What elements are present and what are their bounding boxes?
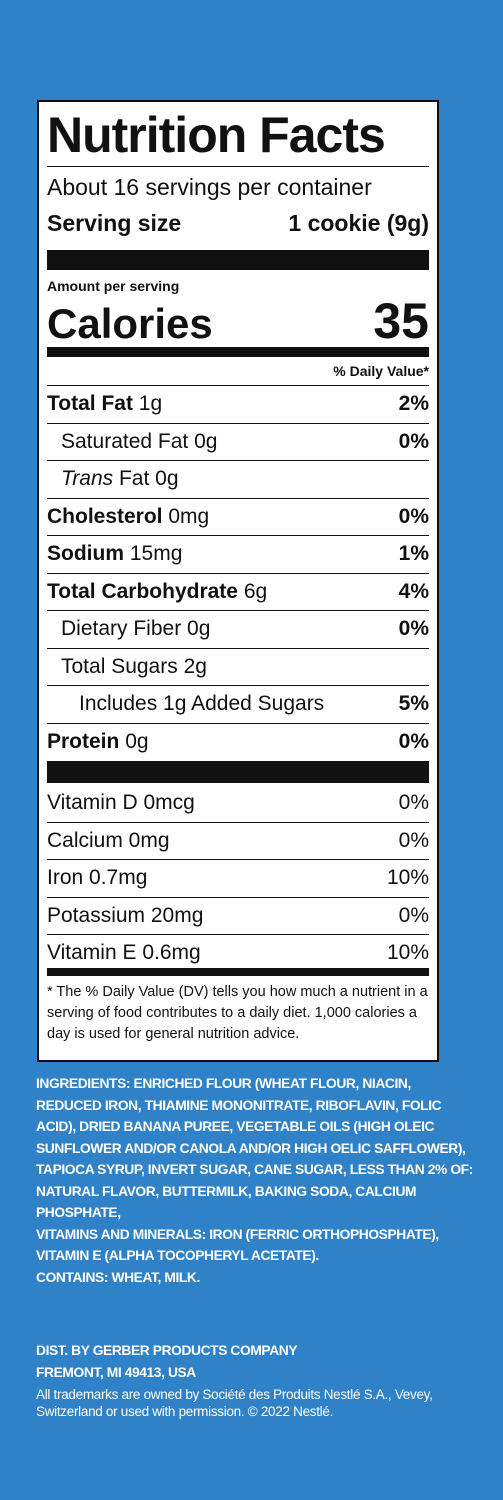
nutrient-name: Cholesterol xyxy=(47,504,163,528)
vitamin-dv: 10% xyxy=(386,866,429,890)
serving-size-label: Serving size xyxy=(47,210,182,236)
nutrient-row: Total Fat 1g 2% xyxy=(47,385,429,423)
vitamin-dv: 10% xyxy=(386,941,429,965)
vitamin-dv: 0% xyxy=(398,790,429,814)
amount-per-serving: Amount per serving xyxy=(47,278,180,294)
nutrient-amount: 0g xyxy=(125,729,149,753)
nutrient-row: Includes 1g Added Sugars 5% xyxy=(47,685,429,723)
serving-size: 1 cookie (9g) xyxy=(288,210,429,236)
vitamins-minerals-text: IRON (FERRIC ORTHOPHOSPHATE), VITAMIN E … xyxy=(36,1226,439,1264)
nutrient-dv: 1% xyxy=(398,542,429,566)
thick-rule xyxy=(47,761,429,783)
nutrient-dv: 0% xyxy=(398,504,429,528)
dv-header: % Daily Value* xyxy=(333,363,429,379)
nutrient-name: Trans xyxy=(61,467,114,491)
vitamin-name: Calcium 0mg xyxy=(47,828,170,852)
vitamin-dv: 0% xyxy=(398,828,429,852)
footnote: * The % Daily Value (DV) tells you how m… xyxy=(47,984,428,1042)
trademark: All trademarks are owned by Société des … xyxy=(36,1387,433,1419)
nutrient-dv: 2% xyxy=(398,392,429,416)
ingredients-text: ENRICHED FLOUR (WHEAT FLOUR, NIACIN, RED… xyxy=(36,1076,473,1220)
vitamin-row: Calcium 0mg 0% xyxy=(47,821,429,860)
nutrient-dv: 4% xyxy=(398,579,429,603)
title: Nutrition Facts xyxy=(47,104,429,167)
nutrient-row: Total Carbohydrate 6g 4% xyxy=(47,572,429,611)
vitamin-name: Vitamin D 0mcg xyxy=(47,790,195,814)
nutrient-dv: 5% xyxy=(398,692,429,716)
nutrient-dv: 0% xyxy=(398,729,429,753)
vitamin-name: Vitamin E 0.6mg xyxy=(47,941,201,965)
nutrient-row: Sodium 15mg 1% xyxy=(47,535,429,573)
nutrient-amount: 1g xyxy=(138,392,163,416)
nutrient-amount: 6g xyxy=(243,579,268,603)
nutrient-amount: 15mg xyxy=(129,542,183,566)
nutrient-name: Includes 1g Added Sugars xyxy=(79,692,325,716)
nutrient-amount: 0mg xyxy=(168,504,210,528)
vitamins-minerals-label: VITAMINS AND MINERALS: xyxy=(36,1226,206,1242)
nutrient-name: Total Carbohydrate xyxy=(47,579,238,603)
calories-row: Calories 35 xyxy=(47,292,429,349)
vitamin-row: Iron 0.7mg 10% xyxy=(47,859,429,897)
nutrient-list: Total Fat 1g 2% Saturated Fat 0g 0% Trans … xyxy=(47,385,429,760)
thick-rule xyxy=(47,347,429,357)
nutrient-name: Dietary Fiber 0g xyxy=(61,617,211,641)
nutrition-panel: Nutrition Facts About 16 servings per co… xyxy=(37,100,439,1062)
nutrient-name: Total Fat xyxy=(47,392,133,416)
calories: 35 xyxy=(373,293,429,349)
nutrient-row: Dietary Fiber 0g 0% xyxy=(47,610,429,648)
thick-rule xyxy=(47,250,429,270)
servings: About 16 servings per container xyxy=(47,174,372,200)
distributor-line: DIST. BY GERBER PRODUCTS COMPANY xyxy=(36,1343,298,1358)
distributor-line: FREMONT, MI 49413, USA xyxy=(36,1364,196,1380)
nutrient-row: Saturated Fat 0g 0% xyxy=(47,422,429,461)
vitamin-name: Iron 0.7mg xyxy=(47,866,148,890)
vitamin-row: Potassium 20mg 0% xyxy=(47,896,429,935)
vitamin-row: Vitamin D 0mcg 0% xyxy=(47,784,429,822)
nutrient-row: Protein 0g 0% xyxy=(47,722,429,761)
vitamin-dv: 0% xyxy=(398,903,429,927)
nutrient-dv: 0% xyxy=(398,617,429,641)
distributor: DIST. BY GERBER PRODUCTS COMPANY FREMONT,… xyxy=(36,1340,476,1383)
ingredients-label: INGREDIENTS: xyxy=(36,1076,131,1091)
nutrient-name: Total Sugars 2g xyxy=(61,654,207,678)
vitamin-row: Vitamin E 0.6mg 10% xyxy=(47,934,429,972)
nutrient-row: Cholesterol 0mg 0% xyxy=(47,497,429,536)
vitamin-name: Potassium 20mg xyxy=(47,903,204,927)
nutrient-name: Protein xyxy=(47,729,120,753)
contains: CONTAINS: WHEAT, MILK. xyxy=(36,1269,200,1285)
calories-label: Calories xyxy=(47,300,213,347)
vitamin-list: Vitamin D 0mcg 0% Calcium 0mg 0% Iron 0.7mg 1… xyxy=(47,784,429,972)
serving-size-row: Serving size 1 cookie (9g) xyxy=(47,205,429,243)
ingredients: INGREDIENTS: ENRICHED FLOUR (WHEAT FLOUR… xyxy=(36,1073,476,1288)
nutrient-name: Sodium xyxy=(47,542,124,566)
thick-rule xyxy=(47,968,429,976)
nutrient-row: Total Sugars 2g xyxy=(47,647,429,686)
nutrient-name: Saturated Fat 0g xyxy=(61,429,218,453)
nutrient-dv: 0% xyxy=(398,429,429,453)
nutrient-row: Trans Fat 0g xyxy=(47,460,429,498)
nutrient-amount: Fat 0g xyxy=(118,467,179,491)
